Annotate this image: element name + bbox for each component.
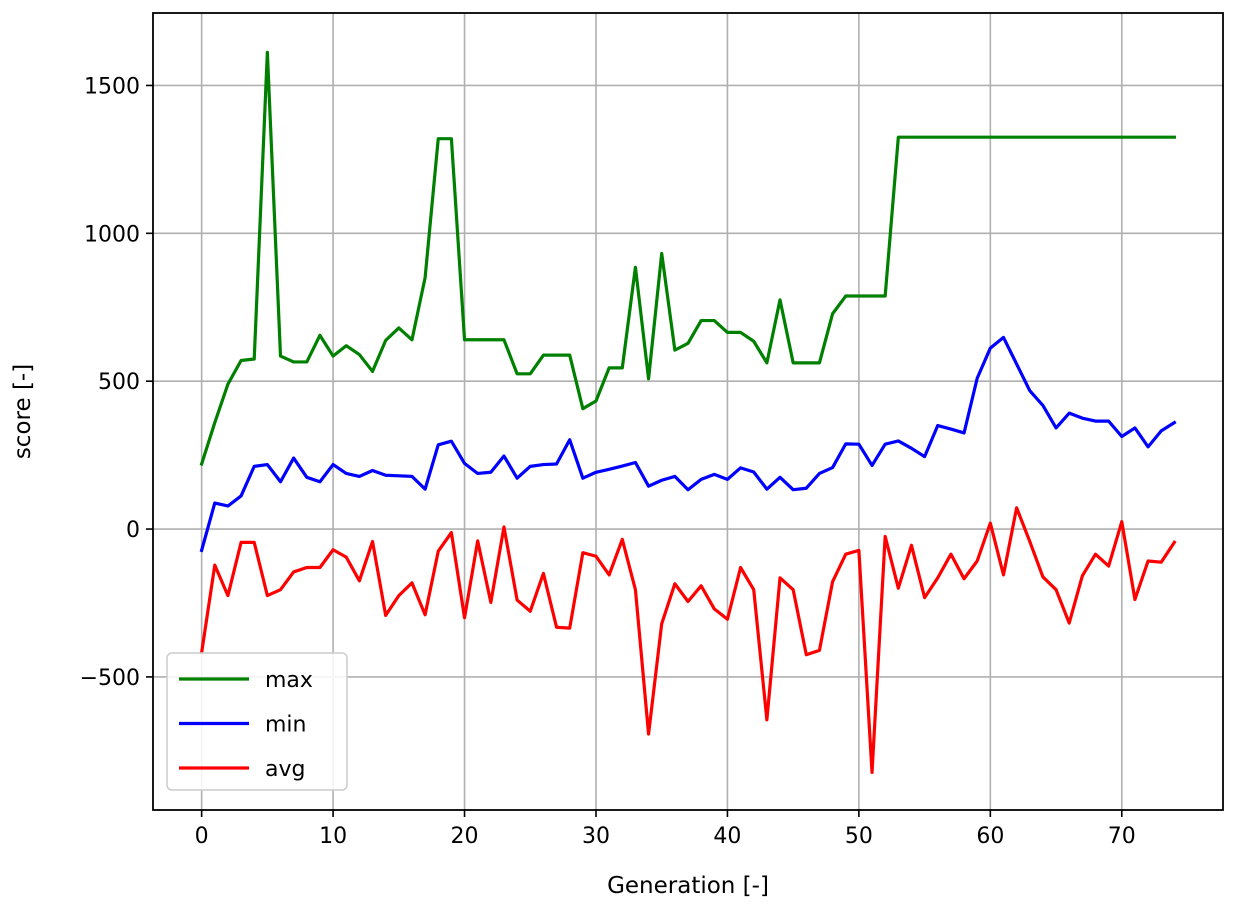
legend: max min avg [166,652,348,791]
legend-box [166,652,348,791]
legend-label-avg: avg [265,757,305,782]
x-tick-label: 0 [195,824,209,849]
x-tick-label: 40 [713,824,741,849]
x-tick-label: 30 [582,824,610,849]
y-tick-label: 1500 [84,74,140,99]
y-tick-label: 500 [98,370,140,395]
y-tick-label: 0 [126,518,140,543]
x-axis-ticks: 0 10 20 30 40 50 60 70 [195,810,1136,849]
series-line-max [199,50,1176,466]
series-layer [199,50,1177,775]
y-tick-label: 1000 [84,222,140,247]
y-tick-label: −500 [80,666,140,691]
x-tick-label: 10 [319,824,347,849]
y-axis-ticks: −500 0 500 1000 1500 [80,74,153,691]
x-tick-label: 50 [845,824,873,849]
legend-label-min: min [265,713,307,738]
series-line-min [199,335,1177,553]
series-line-avg [199,506,1177,775]
x-tick-label: 70 [1108,824,1136,849]
x-tick-label: 60 [976,824,1004,849]
y-axis-label: score [-] [10,364,36,459]
legend-label-max: max [265,668,313,693]
plot-frame [152,12,1224,811]
x-axis-label: Generation [-] [607,873,769,899]
x-tick-label: 20 [451,824,479,849]
